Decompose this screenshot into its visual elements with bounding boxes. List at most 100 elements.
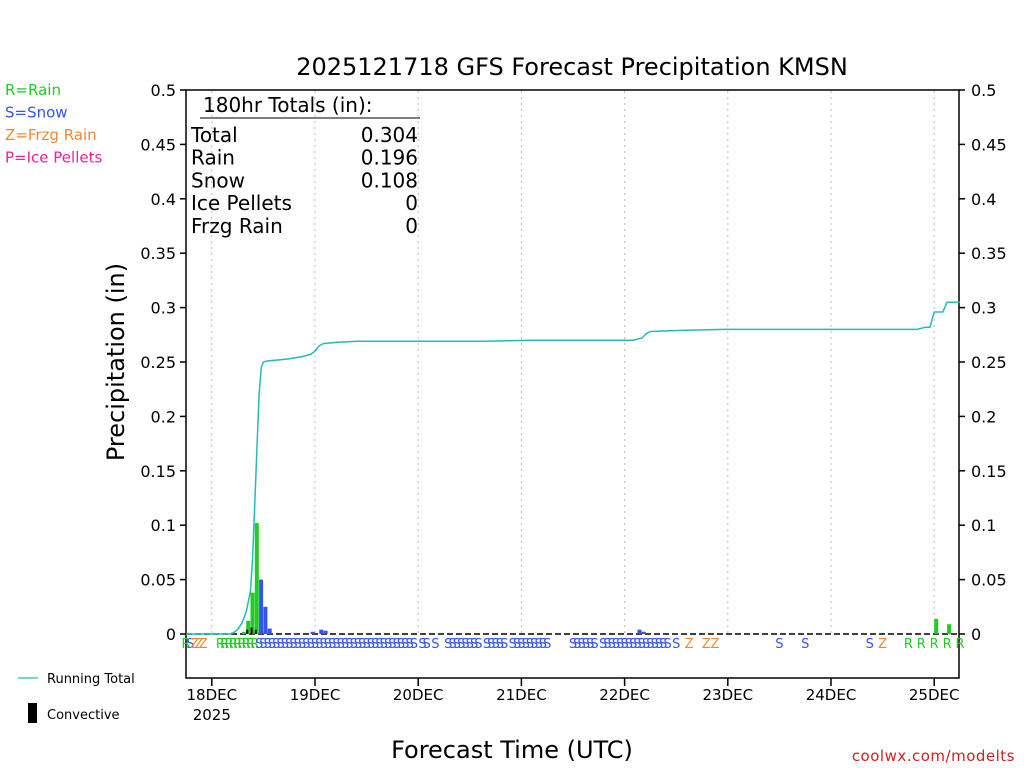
precip-type-marker: S [255, 637, 263, 652]
precip-type-marker: S [775, 637, 783, 652]
y-tick-label-left: 0.1 [151, 516, 176, 535]
bar-snow [263, 606, 268, 634]
precip-type-marker: S [431, 637, 439, 652]
totals-row-value: 0 [405, 191, 418, 215]
x-tick-label: 22DEC [599, 686, 650, 704]
precip-type-marker: S [401, 637, 409, 652]
bar-convective [250, 627, 253, 634]
precip-type-marker: S [586, 637, 594, 652]
y-tick-label-left: 0 [166, 625, 176, 644]
precip-type-marker: S [302, 637, 310, 652]
precip-type-marker: S [530, 637, 538, 652]
precip-type-marker: S [324, 637, 332, 652]
bar-rain [254, 523, 259, 634]
precip-type-marker: S [663, 637, 671, 652]
precip-type-marker: S [294, 637, 302, 652]
bar-convective [254, 629, 257, 634]
x-tick-label: 23DEC [703, 686, 754, 704]
precip-type-marker: S [272, 637, 280, 652]
totals-row-label: Snow [191, 168, 245, 192]
y-tick-label-right: 0.35 [971, 244, 1007, 263]
precip-type-marker: S [526, 637, 534, 652]
precip-type-marker: S [375, 637, 383, 652]
y-tick-label-right: 0.25 [971, 353, 1007, 372]
totals-row-label: Ice Pellets [191, 191, 292, 215]
precip-type-marker: S [350, 637, 358, 652]
precip-type-marker: S [393, 637, 401, 652]
bar-snow [319, 629, 324, 634]
totals-row-value: 0 [405, 214, 418, 238]
precip-type-marker: R [233, 637, 242, 652]
x-tick-label: 18DEC [187, 686, 238, 704]
precip-type-marker: S [298, 637, 306, 652]
totals-row-value: 0.108 [361, 168, 418, 192]
precip-type-marker: S [448, 637, 456, 652]
precip-type-marker: R [904, 637, 913, 652]
y-tick-label-right: 0.3 [971, 299, 996, 318]
bar-rain [934, 618, 939, 634]
precip-type-marker: S [337, 637, 345, 652]
precip-type-marker: S [453, 637, 461, 652]
precip-type-marker: S [517, 637, 525, 652]
running-total-line [186, 301, 960, 635]
x-tick-label: 20DEC [393, 686, 444, 704]
precip-type-legend-item: P=Ice Pellets [5, 149, 102, 167]
x-tick-label: 21DEC [496, 686, 547, 704]
precip-type-marker: R [181, 637, 190, 652]
totals-row-label: Frzg Rain [191, 214, 283, 238]
precip-type-marker: S [186, 637, 194, 652]
chart-title: 2025121718 GFS Forecast Precipitation KM… [296, 53, 848, 81]
precip-type-marker: S [646, 637, 654, 652]
y-tick-label-right: 0.2 [971, 407, 996, 426]
precip-type-marker: Z [199, 637, 208, 652]
precip-type-marker: S [491, 637, 499, 652]
precip-type-marker: Z [190, 637, 199, 652]
convective-legend-label: Convective [47, 708, 120, 723]
precip-type-marker: S [319, 637, 327, 652]
precip-type-marker: S [534, 637, 542, 652]
precip-type-marker: S [474, 637, 482, 652]
precip-type-marker: S [569, 637, 577, 652]
precip-type-marker: Z [685, 637, 694, 652]
bar-snow [637, 629, 642, 634]
precip-type-marker: S [629, 637, 637, 652]
precip-type-marker: S [638, 637, 646, 652]
precip-type-marker: S [612, 637, 620, 652]
precip-type-marker: S [264, 637, 272, 652]
precip-type-marker: S [362, 637, 370, 652]
precip-type-marker: S [466, 637, 474, 652]
precip-bars [241, 523, 952, 634]
precip-type-marker: R [224, 637, 233, 652]
y-tick-label-left: 0.45 [140, 135, 176, 154]
y-tick-label-left: 0.25 [140, 353, 176, 372]
precip-type-marker: S [307, 637, 315, 652]
precip-type-marker: S [522, 637, 530, 652]
precip-type-legend: R=Rain S=Snow Z=Frzg Rain P=Ice Pellets [5, 81, 102, 167]
y-tick-label-left: 0.15 [140, 462, 176, 481]
precip-type-marker: R [250, 637, 259, 652]
precip-type-marker: S [470, 637, 478, 652]
precip-type-marker: S [371, 637, 379, 652]
bar-rain [241, 631, 246, 634]
precip-type-marker: S [405, 637, 413, 652]
precip-type-marker: R [242, 637, 251, 652]
precip-type-marker: S [659, 637, 667, 652]
precip-type-marker: S [672, 637, 680, 652]
precip-type-marker: S [328, 637, 336, 652]
grid-lines [211, 91, 935, 634]
precip-type-marker: Z [194, 637, 203, 652]
y-tick-label-left: 0.35 [140, 244, 176, 263]
precip-type-marker: S [444, 637, 452, 652]
precip-type-marker: S [539, 637, 547, 652]
x-tick-label: 25DEC [909, 686, 960, 704]
x-tick-label: 19DEC [290, 686, 341, 704]
y-axis-left: 0 0.05 0.1 0.15 0.2 0.25 0.3 0.35 0.4 0.45 0.5 [140, 81, 186, 644]
precip-type-marker: S [608, 637, 616, 652]
y-tick-label-right: 0 [971, 625, 981, 644]
precip-type-marker: S [423, 637, 431, 652]
y-tick-label-right: 0.5 [971, 81, 996, 100]
precip-type-marker: S [384, 637, 392, 652]
bar-rain [246, 620, 251, 634]
y-tick-label-right: 0.45 [971, 135, 1007, 154]
